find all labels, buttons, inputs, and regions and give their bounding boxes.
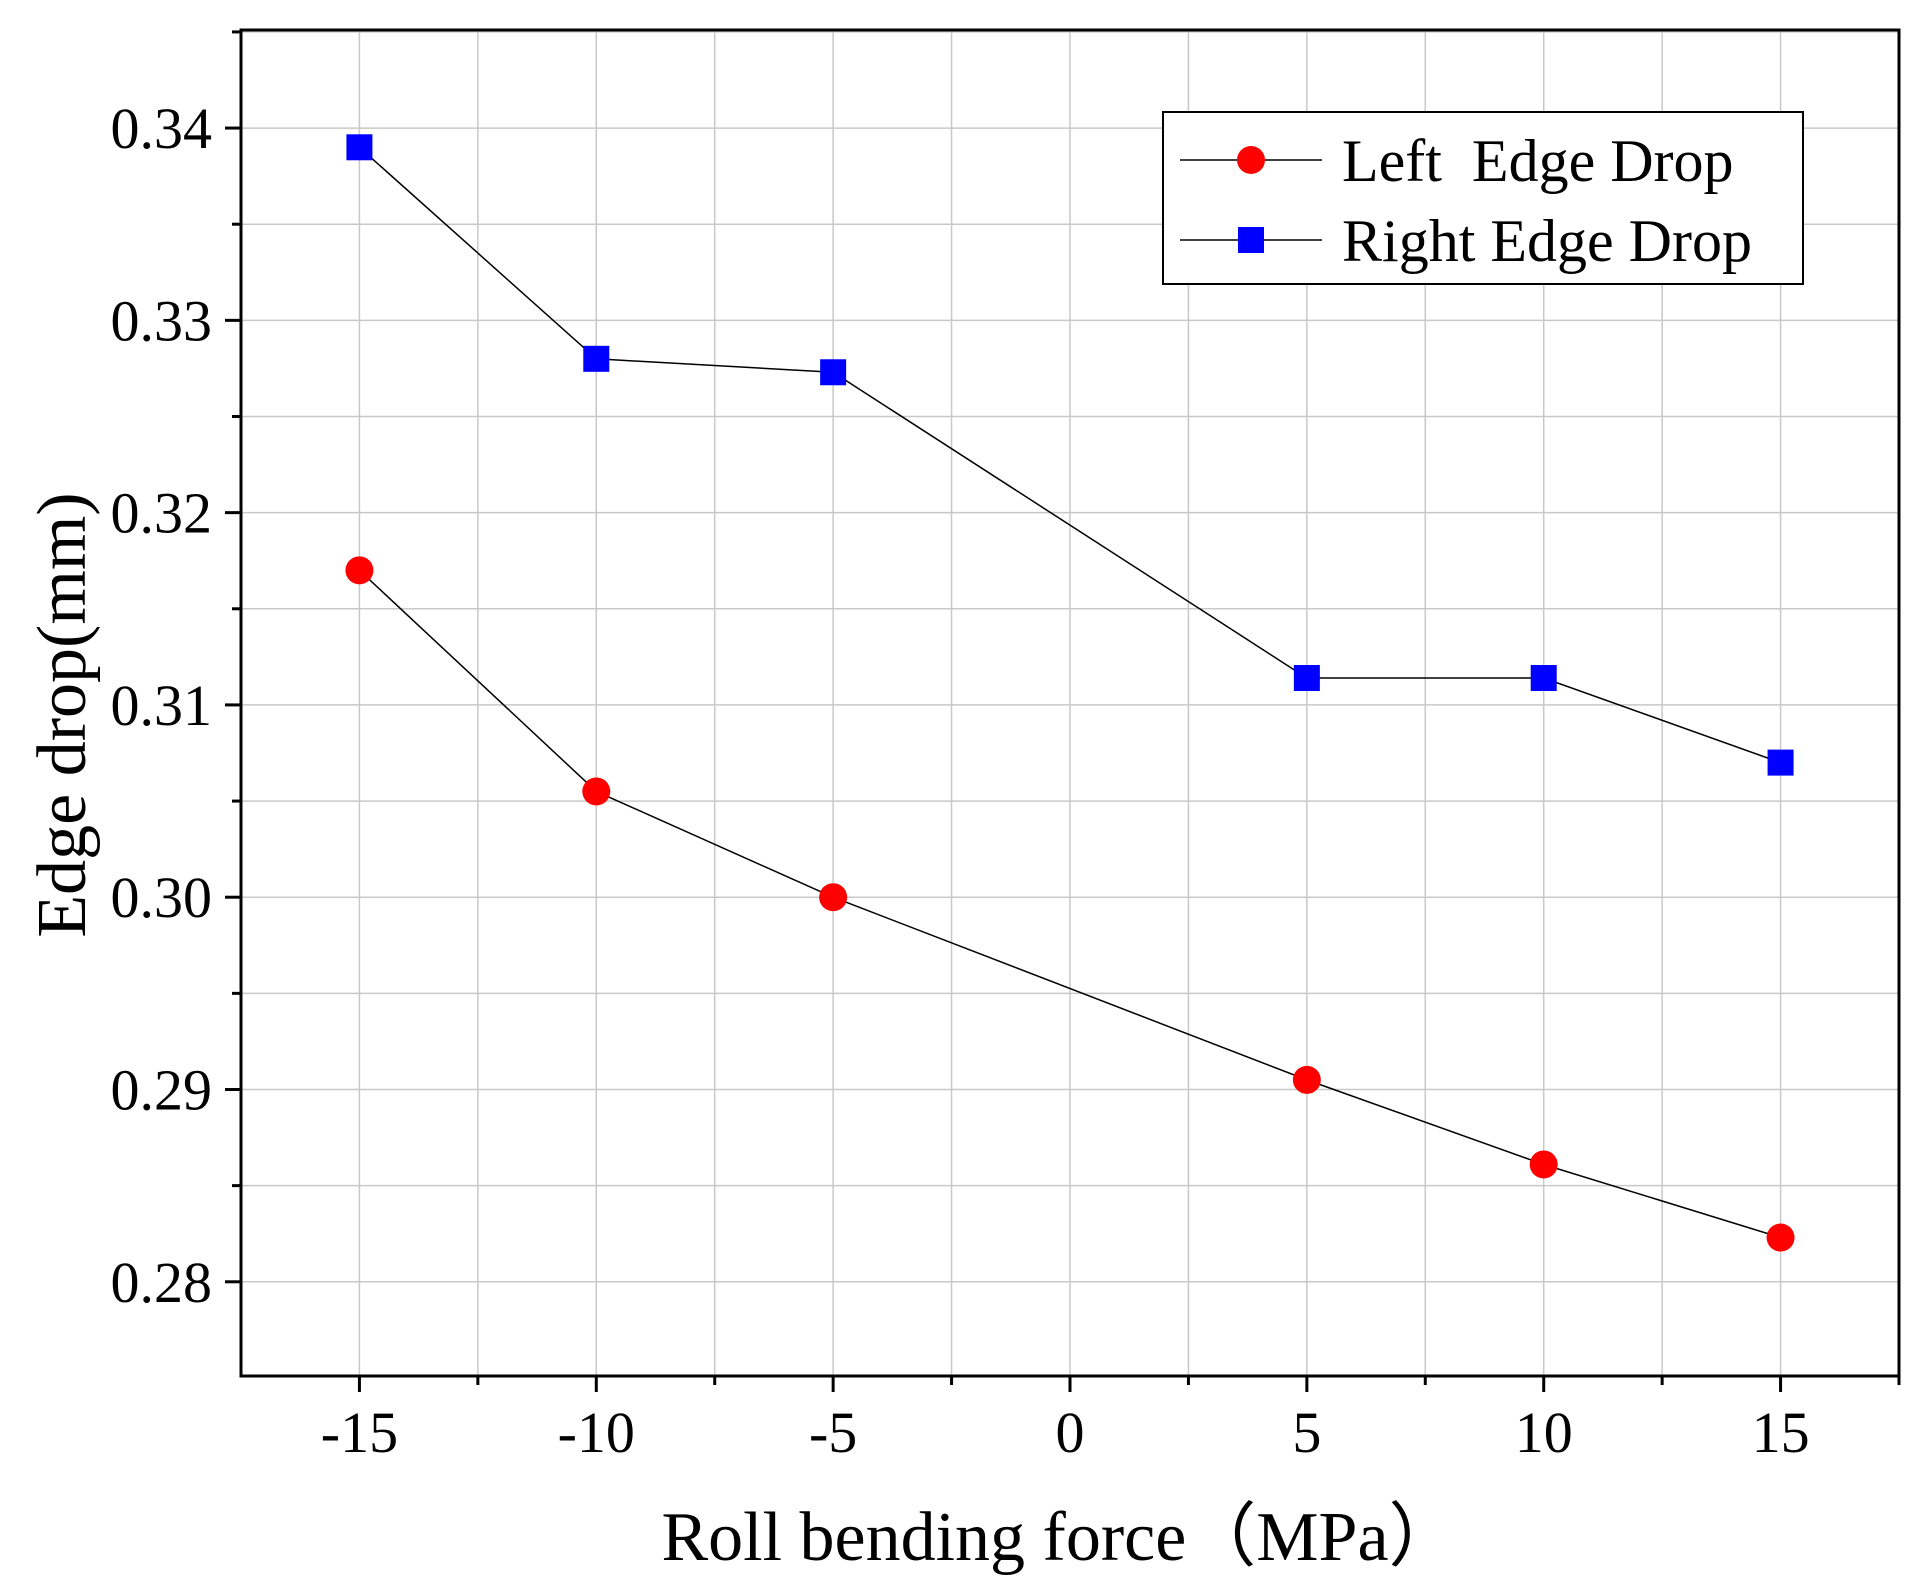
y-tick-label: 0.31 <box>111 673 213 738</box>
x-tick-label: 15 <box>1752 1400 1810 1465</box>
series-line-left-edge-drop <box>358 569 1781 1239</box>
x-tick-label: -5 <box>809 1400 857 1465</box>
data-point-left-edge-drop <box>1292 1065 1321 1094</box>
y-axis-title: Edge drop(mm) <box>24 492 101 937</box>
data-point-left-edge-drop <box>582 777 611 806</box>
y-tick-label: 0.29 <box>111 1057 213 1122</box>
data-point-left-edge-drop <box>819 883 848 912</box>
x-tick-label: 0 <box>1056 1400 1085 1465</box>
data-point-right-edge-drop <box>820 359 847 386</box>
legend-label-right-edge-drop: Right Edge Drop <box>1342 208 1752 274</box>
legend-label-left-edge-drop: Left Edge Drop <box>1342 128 1734 194</box>
data-point-right-edge-drop <box>583 345 610 372</box>
series-lines <box>358 146 1781 1239</box>
x-tick-label: -15 <box>321 1400 398 1465</box>
y-tick-label: 0.28 <box>111 1250 213 1315</box>
x-axis-title: Roll bending force（MPa） <box>661 1499 1458 1576</box>
legend-marker-right-edge-drop <box>1238 227 1264 253</box>
x-tick-label: 10 <box>1515 1400 1573 1465</box>
x-tick-label: -10 <box>558 1400 635 1465</box>
axis-tick-labels: -15 -10 -5 0 5 10 15 0.28 0.29 0.30 0.31 0.32 0.33 0.… <box>111 96 1810 1465</box>
series-line-right-edge-drop <box>358 146 1781 764</box>
data-point-left-edge-drop <box>1529 1150 1558 1179</box>
y-tick-label: 0.34 <box>111 96 213 161</box>
data-point-right-edge-drop <box>346 134 373 161</box>
legend-marker-left-edge-drop <box>1237 146 1265 174</box>
x-tick-label: 5 <box>1292 1400 1321 1465</box>
y-tick-label: 0.33 <box>111 288 213 353</box>
data-point-right-edge-drop <box>1530 665 1557 692</box>
data-point-right-edge-drop <box>1767 749 1794 776</box>
data-point-left-edge-drop <box>1766 1223 1795 1252</box>
legend: Left Edge Drop Right Edge Drop <box>1162 111 1804 285</box>
axis-ticks <box>225 30 1901 1392</box>
y-tick-label: 0.32 <box>111 481 213 546</box>
y-tick-label: 0.30 <box>111 865 213 930</box>
data-markers <box>345 134 1795 1252</box>
data-point-right-edge-drop <box>1293 665 1320 692</box>
legend-box <box>1162 111 1804 285</box>
data-point-left-edge-drop <box>345 556 374 585</box>
